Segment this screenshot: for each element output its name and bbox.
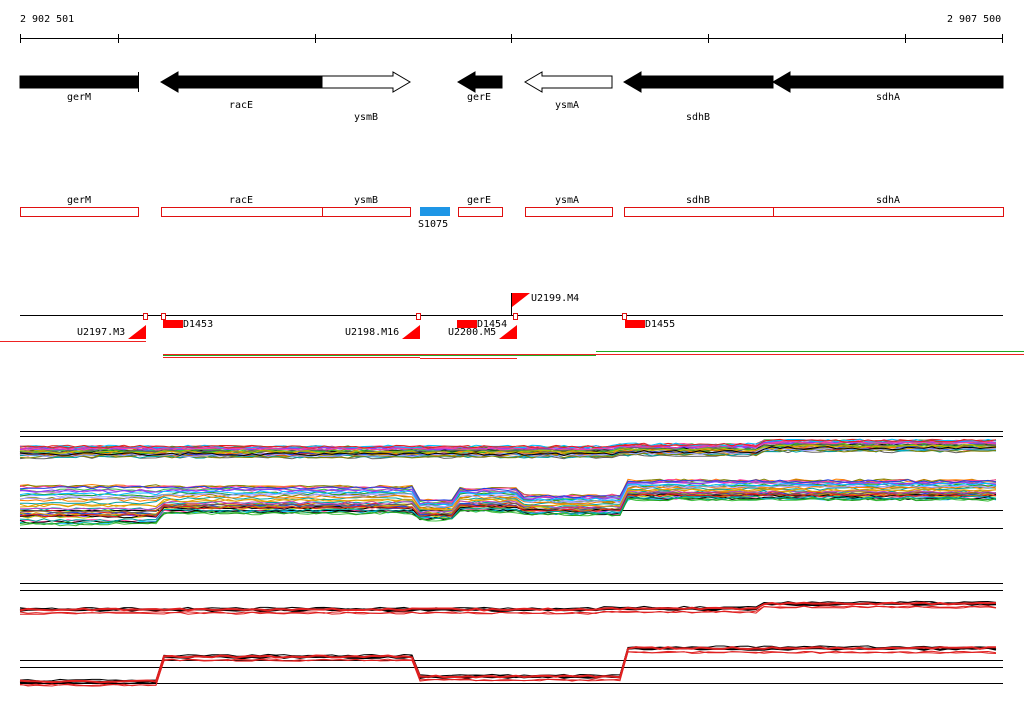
box-label-germ: gerM	[66, 195, 92, 206]
expression-line	[19, 645, 997, 682]
ruler-start-label: 2 902 501	[20, 14, 75, 25]
expression-line	[19, 651, 997, 687]
u2199-m4-marker[interactable]	[511, 293, 531, 315]
gene-arrow-sdha[interactable]	[772, 71, 1004, 93]
expression-line	[19, 440, 997, 451]
annotation-box-sdha[interactable]	[773, 207, 1004, 217]
expression-line	[19, 438, 997, 449]
gene-arrow-ysmb[interactable]	[321, 71, 411, 93]
u2197-m3-marker[interactable]	[128, 325, 146, 339]
u2197-m3-label: U2197.M3	[77, 327, 126, 338]
expression-line	[19, 601, 997, 612]
expression-line	[19, 493, 997, 518]
expression-line	[19, 482, 997, 507]
annotation-box-sdhb[interactable]	[624, 207, 774, 217]
u2200-m5-marker[interactable]	[499, 325, 517, 339]
box-label-sdhb: sdhB	[685, 195, 711, 206]
expression-profiles	[19, 431, 1003, 687]
gene-label-gere[interactable]: gerE	[466, 92, 492, 103]
d1453-label: D1453	[183, 319, 214, 330]
feature-s1075-block[interactable]	[420, 207, 450, 216]
annotation-box-gere[interactable]	[458, 207, 503, 217]
annotation-box-race[interactable]	[161, 207, 323, 217]
gene-label-ysma[interactable]: ysmA	[554, 100, 580, 111]
expression-line	[19, 488, 997, 511]
expression-line	[19, 484, 997, 508]
box-label-ysma: ysmA	[554, 195, 580, 206]
expression-line	[19, 497, 997, 526]
u2198-m16-marker[interactable]	[402, 325, 420, 339]
u2198-m16-label: U2198.M16	[345, 327, 400, 338]
box-label-sdha: sdhA	[875, 195, 901, 206]
gene-label-race[interactable]: racE	[228, 100, 254, 111]
d1454-block[interactable]	[457, 320, 477, 328]
d1455-label: D1455	[645, 319, 676, 330]
gene-track	[19, 71, 1004, 93]
expression-line	[19, 444, 997, 454]
box-label-ysmb: ysmB	[353, 195, 379, 206]
d1453-block[interactable]	[163, 320, 183, 328]
box-label-race: racE	[228, 195, 254, 206]
coordinate-ruler	[20, 34, 1003, 43]
gene-label-germ[interactable]: gerM	[66, 92, 92, 103]
gene-label-sdhb[interactable]: sdhB	[685, 112, 711, 123]
expression-line	[19, 440, 997, 451]
annotation-box-ysma[interactable]	[525, 207, 613, 217]
d1455-block[interactable]	[625, 320, 645, 328]
annotation-box-ysmb[interactable]	[322, 207, 411, 217]
expression-line	[19, 600, 997, 610]
expression-line	[19, 605, 997, 615]
expression-line	[19, 495, 997, 523]
d1454-label: D1454	[477, 319, 508, 330]
gene-arrow-sdhb[interactable]	[623, 71, 774, 93]
gene-arrow-race[interactable]	[160, 71, 323, 93]
gene-arrow-germ[interactable]	[19, 75, 139, 89]
expression-line	[19, 646, 996, 684]
expression-line	[19, 479, 997, 502]
gene-label-sdha[interactable]: sdhA	[875, 92, 901, 103]
u2200-m5-label: U2200.M5	[448, 327, 497, 338]
regulatory-track	[0, 293, 1024, 359]
gene-label-ysmb[interactable]: ysmB	[353, 112, 379, 123]
u2199-m4-label: U2199.M4	[531, 293, 580, 304]
annotation-track	[20, 207, 1004, 217]
gene-arrow-gere[interactable]	[457, 71, 503, 93]
expression-line	[19, 485, 997, 510]
ruler-end-label: 2 907 500	[947, 14, 1002, 25]
box-label-gere: gerE	[466, 195, 492, 206]
expression-line	[19, 439, 997, 450]
feature-s1075-label: S1075	[418, 219, 449, 230]
expression-line	[19, 491, 997, 516]
annotation-box-germ[interactable]	[20, 207, 139, 217]
expression-line	[19, 446, 997, 457]
gene-arrow-ysma[interactable]	[524, 71, 613, 93]
